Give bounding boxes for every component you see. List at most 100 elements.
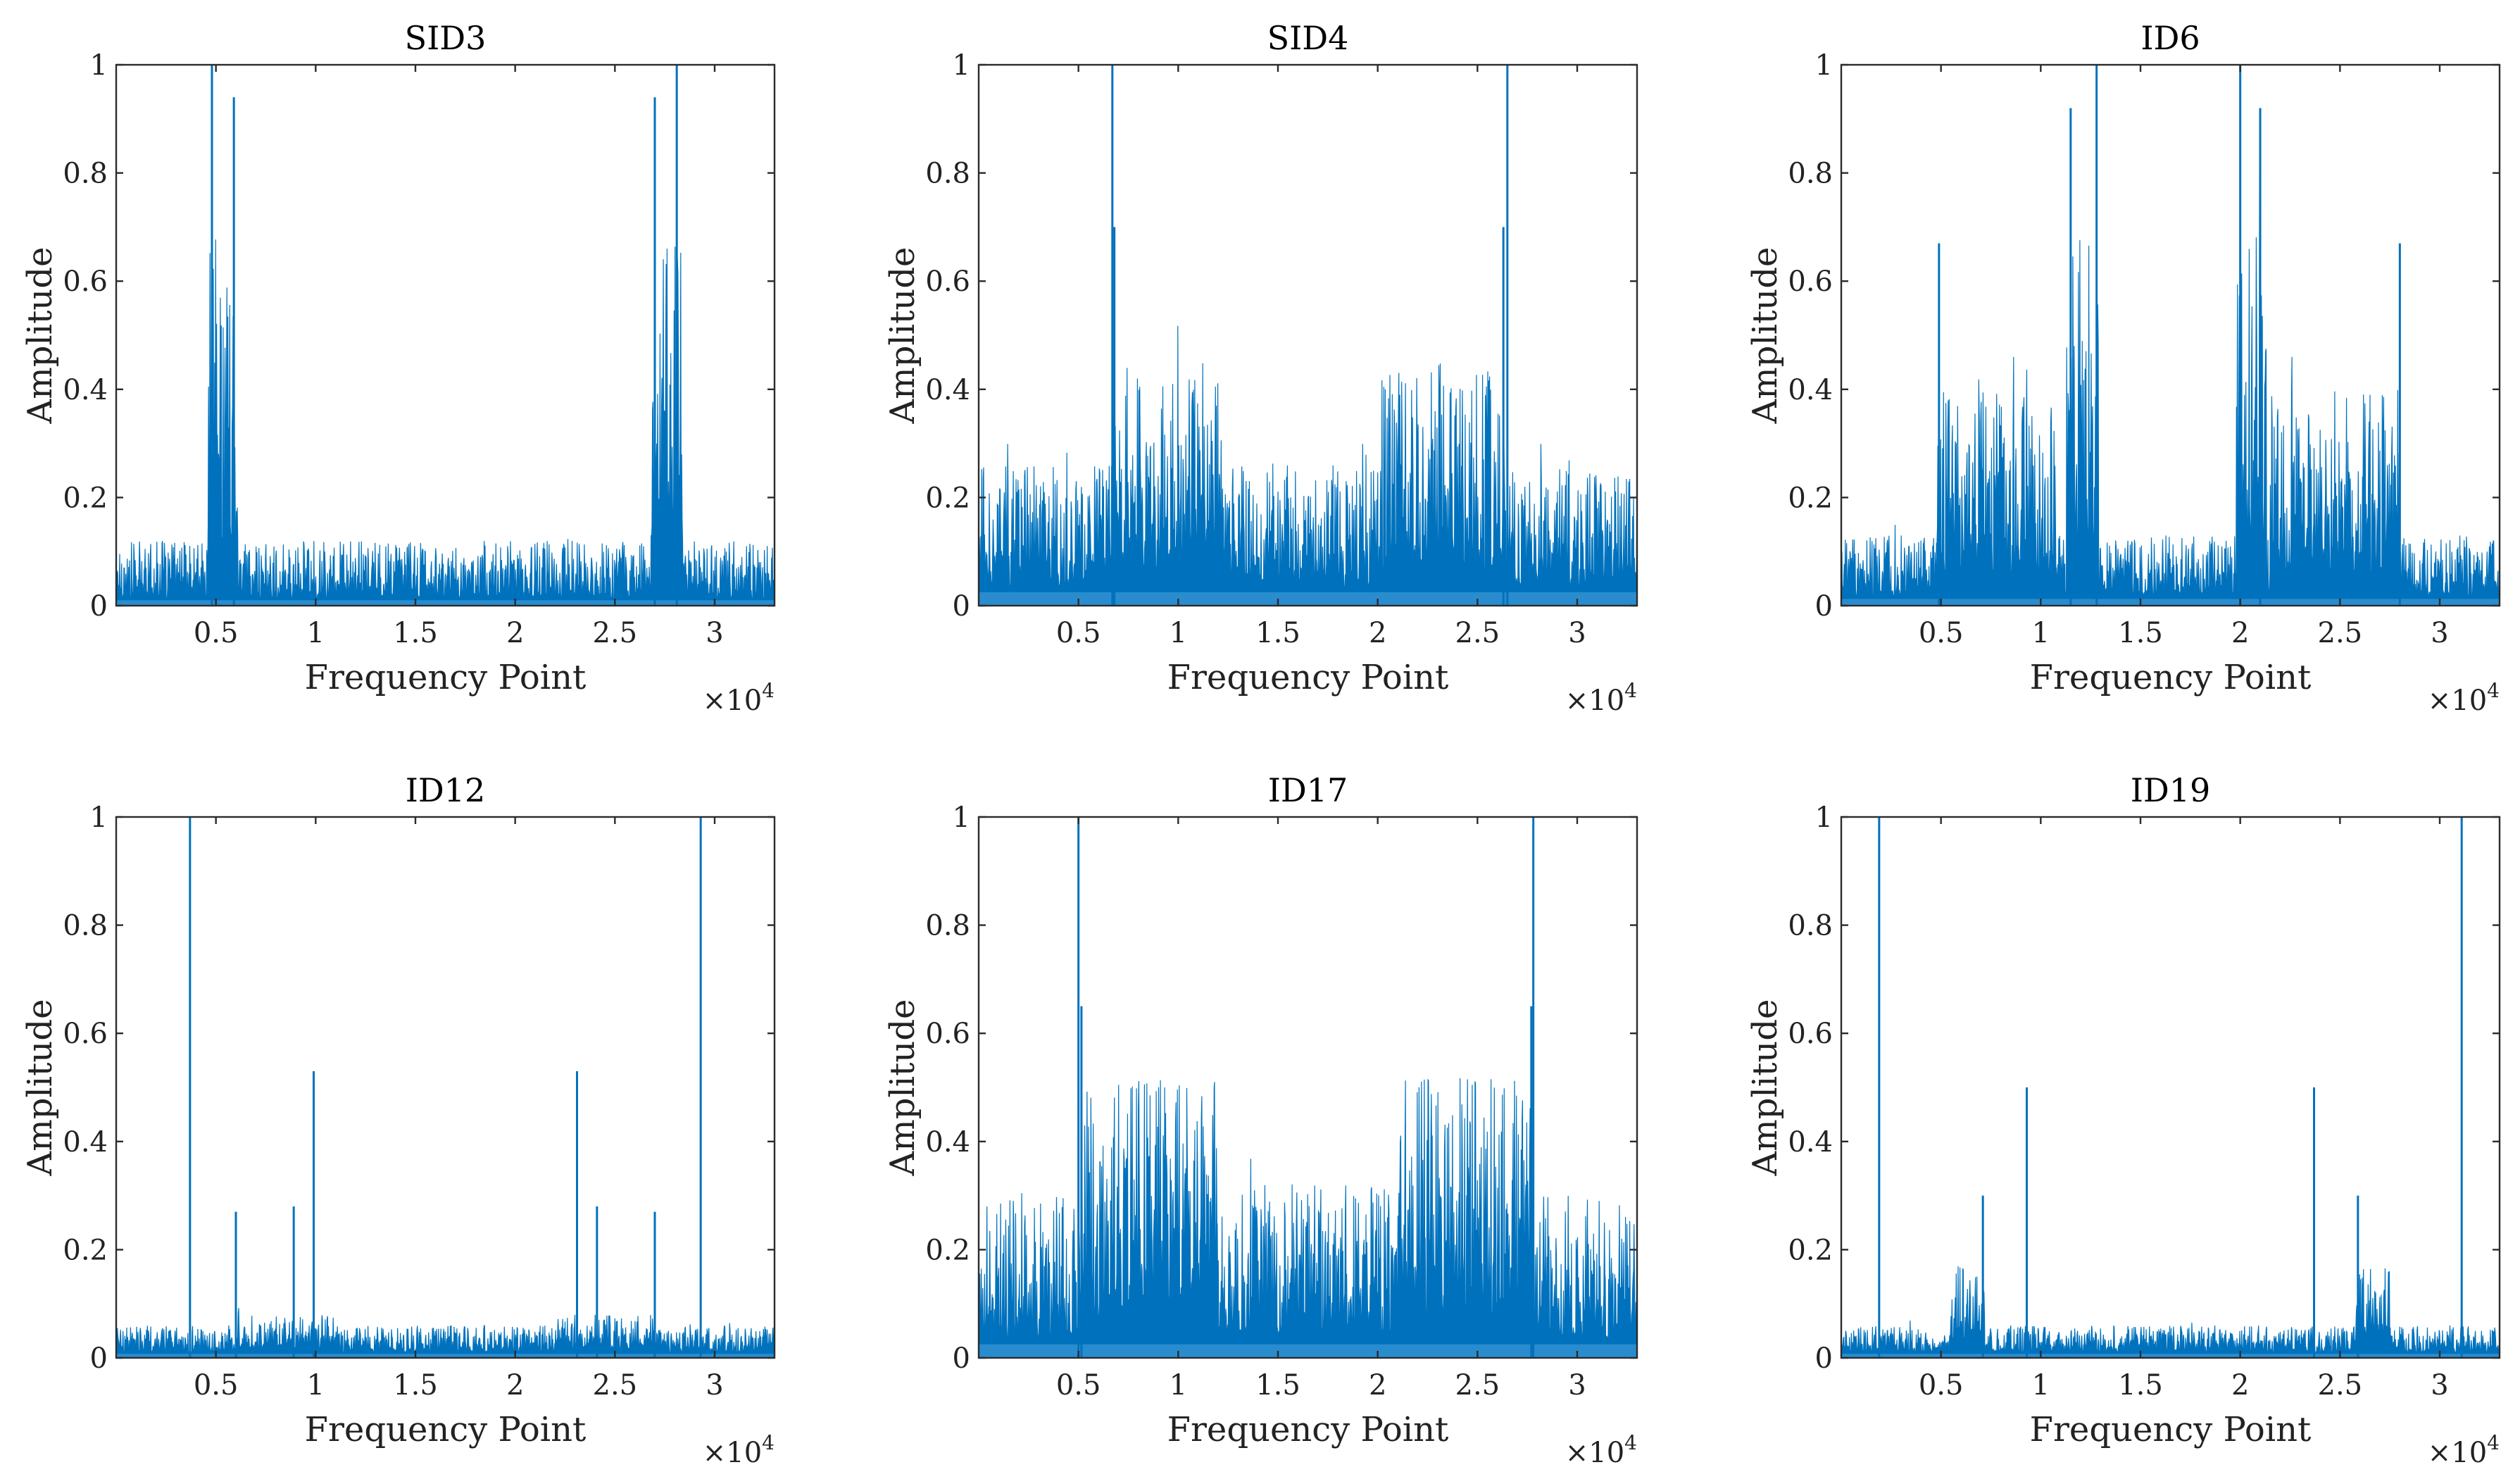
y-axis-label: Amplitude — [1745, 247, 1785, 425]
spectrum-floor — [979, 1344, 1637, 1358]
chart-title: ID17 — [1268, 771, 1348, 809]
y-tick-label: 0.4 — [1788, 1126, 1833, 1159]
y-tick-label: 0.4 — [1788, 374, 1833, 406]
x-axis-multiplier-base: ×10 — [703, 1437, 762, 1469]
y-tick-label: 0.6 — [1788, 266, 1833, 298]
y-tick-label: 1 — [1815, 801, 1833, 834]
y-tick-label: 0.8 — [1788, 910, 1833, 942]
x-tick-label: 1 — [307, 1369, 325, 1402]
x-axis-label: Frequency Point — [1167, 1410, 1449, 1449]
subplot-id12: ID12 0 0.2 0.4 0.6 0.8 1 0.5 1 1.5 2 2.5 3 Frequency … — [20, 771, 776, 1469]
y-tick-label: 0.8 — [63, 910, 108, 942]
x-tick-label: 1 — [2032, 1369, 2050, 1402]
y-tick-label: 0.6 — [925, 1018, 970, 1050]
y-tick-label: 1 — [1815, 49, 1833, 82]
subplot-sid4: SID4 0 0.2 0.4 0.6 0.8 1 0.5 1 1.5 2 2.5 3 Frequency … — [883, 19, 1638, 717]
spectrum-floor — [1841, 599, 2500, 606]
x-tick-label: 3 — [2431, 1369, 2448, 1402]
x-axis-multiplier-base: ×10 — [1565, 1437, 1624, 1469]
y-tick-label: 1 — [953, 801, 970, 834]
chart-title: ID19 — [2131, 771, 2211, 809]
axes-frame — [115, 816, 776, 1359]
x-tick-label: 3 — [706, 617, 723, 649]
y-axis-label: Amplitude — [20, 247, 60, 425]
axes-frame — [1840, 816, 2501, 1359]
y-tick-label: 0.8 — [1788, 158, 1833, 190]
x-tick-label: 3 — [706, 1369, 723, 1402]
x-tick-label: 2.5 — [1455, 1369, 1500, 1402]
axes-frame — [977, 63, 1638, 607]
axes-frame — [115, 63, 776, 607]
y-tick-label: 0.6 — [63, 266, 108, 298]
y-tick-label: 0.4 — [63, 1126, 108, 1159]
y-axis-label: Amplitude — [883, 999, 922, 1177]
axes-frame — [977, 816, 1638, 1359]
x-tick-label: 1 — [307, 617, 325, 649]
x-tick-label: 1 — [1170, 1369, 1187, 1402]
x-tick-label: 2 — [2231, 617, 2249, 649]
y-tick-label: 1 — [90, 49, 108, 82]
y-tick-label: 0.8 — [925, 158, 970, 190]
x-tick-label: 0.5 — [194, 617, 239, 649]
y-axis-label: Amplitude — [883, 247, 922, 425]
x-axis-multiplier: ×104 — [1565, 1431, 1637, 1469]
subplot-sid3: SID3 0 0.2 0.4 0.6 0.8 1 0.5 1 1.5 2 2.5 3 Frequency … — [20, 19, 776, 717]
spectrum-series — [1841, 1266, 2500, 1359]
y-tick-label: 0 — [90, 1342, 108, 1375]
spectrum-series — [1841, 170, 2500, 606]
x-axis-multiplier: ×104 — [2428, 679, 2500, 717]
x-axis-label: Frequency Point — [2030, 658, 2312, 697]
y-tick-label: 0.2 — [1788, 482, 1833, 514]
y-tick-label: 0.6 — [1788, 1018, 1833, 1050]
spectrum-series — [978, 1078, 1638, 1359]
x-axis-multiplier-base: ×10 — [703, 685, 762, 717]
chart-title: SID3 — [405, 19, 487, 57]
y-tick-label: 0.8 — [925, 910, 970, 942]
x-tick-label: 2.5 — [2318, 1369, 2363, 1402]
x-axis-multiplier-base: ×10 — [1565, 685, 1624, 717]
x-tick-label: 2 — [1369, 617, 1386, 649]
subplot-id17: ID17 0 0.2 0.4 0.6 0.8 1 0.5 1 1.5 2 2.5 3 Frequency … — [883, 771, 1638, 1469]
spectrum-floor — [979, 592, 1637, 606]
y-tick-label: 0 — [953, 1342, 970, 1375]
x-tick-label: 3 — [1568, 1369, 1586, 1402]
y-tick-label: 0.6 — [925, 266, 970, 298]
y-tick-label: 1 — [90, 801, 108, 834]
x-axis-multiplier: ×104 — [2428, 1431, 2500, 1469]
spectrum-series — [115, 239, 775, 606]
x-tick-label: 1.5 — [1255, 617, 1300, 649]
spectrum-series — [115, 1308, 775, 1359]
y-tick-label: 0.2 — [63, 1234, 108, 1266]
y-tick-label: 0 — [1815, 1342, 1833, 1375]
chart-title: ID12 — [406, 771, 486, 809]
x-axis-multiplier-base: ×10 — [2428, 1437, 2487, 1469]
x-axis-multiplier: ×104 — [703, 679, 775, 717]
x-tick-label: 2.5 — [593, 617, 638, 649]
x-tick-label: 1 — [1170, 617, 1187, 649]
x-tick-label: 0.5 — [1919, 1369, 1964, 1402]
x-axis-multiplier-exponent: 4 — [762, 679, 775, 702]
x-tick-label: 3 — [1568, 617, 1586, 649]
plot-area — [116, 817, 775, 1358]
x-tick-label: 2 — [1369, 1369, 1386, 1402]
x-axis-multiplier-exponent: 4 — [2487, 679, 2500, 702]
y-tick-label: 0.2 — [1788, 1234, 1833, 1266]
x-axis-multiplier-base: ×10 — [2428, 685, 2487, 717]
spectrum-floor — [1841, 1354, 2500, 1358]
y-axis-label: Amplitude — [20, 999, 60, 1177]
x-tick-label: 2 — [506, 1369, 524, 1402]
x-axis-label: Frequency Point — [305, 658, 587, 697]
x-tick-label: 1.5 — [2118, 617, 2163, 649]
chart-title: ID6 — [2140, 19, 2200, 57]
chart-title: SID4 — [1267, 19, 1349, 57]
x-tick-label: 2.5 — [2318, 617, 2363, 649]
y-tick-label: 0 — [90, 590, 108, 623]
y-tick-label: 0 — [1815, 590, 1833, 623]
x-tick-label: 0.5 — [1056, 1369, 1101, 1402]
y-tick-label: 0.2 — [63, 482, 108, 514]
y-axis-label: Amplitude — [1745, 999, 1785, 1177]
y-tick-label: 0.2 — [925, 1234, 970, 1266]
x-tick-label: 0.5 — [1056, 617, 1101, 649]
x-axis-multiplier: ×104 — [1565, 679, 1637, 717]
spectrum-series — [978, 325, 1638, 606]
